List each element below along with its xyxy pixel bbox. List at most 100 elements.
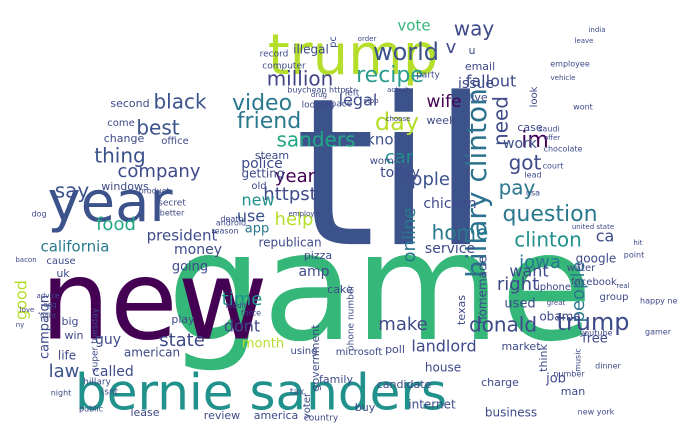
- word-car: car: [385, 147, 414, 168]
- word-used: used: [504, 297, 535, 312]
- word-free: free: [582, 332, 608, 347]
- word-point: saudi: [538, 125, 559, 134]
- word-obama: obama: [539, 310, 580, 324]
- word-president: president: [147, 227, 218, 245]
- word-hillary: hillary: [83, 378, 111, 388]
- word-job: job: [545, 372, 566, 387]
- word-public: public: [79, 405, 103, 414]
- word-uk: cause: [46, 256, 75, 267]
- word-republican: republican: [258, 236, 321, 250]
- word-night: bacon: [15, 256, 36, 264]
- word-product: death: [220, 215, 243, 224]
- word-trump-2: trump: [556, 308, 629, 336]
- word-ny: dog: [31, 210, 46, 219]
- word-facebook: facebook: [571, 277, 617, 288]
- word-sanders: sanders: [277, 128, 356, 152]
- word-money: money: [174, 242, 222, 258]
- word-egg: real: [616, 282, 629, 290]
- word-hillary-clinton: hillary clinton: [460, 88, 493, 278]
- word-best: best: [136, 116, 179, 140]
- word-fallout: look: [529, 86, 540, 107]
- word-business: business: [485, 406, 537, 420]
- word-think: think: [537, 344, 550, 372]
- word-better: product: [139, 187, 170, 196]
- word-pay: pay: [499, 176, 536, 200]
- word-charge: charge: [481, 376, 519, 389]
- word-texas: texas: [455, 295, 468, 325]
- word-right: right: [497, 274, 539, 295]
- word-legal: legal: [339, 91, 378, 110]
- word-thing: thing: [94, 144, 145, 168]
- word-black: black: [153, 90, 207, 114]
- word-work: work: [503, 136, 538, 152]
- word-til: til: [295, 55, 489, 293]
- word-lead: water: [567, 263, 596, 274]
- word-using: using: [290, 346, 317, 357]
- word-group: group: [599, 292, 628, 303]
- word-iphone: iphone: [537, 282, 571, 293]
- word-women: old: [251, 181, 266, 192]
- word-american: american: [124, 346, 180, 360]
- word-hit: great: [547, 299, 566, 307]
- word-want: want: [509, 262, 548, 281]
- word-second: pc: [328, 36, 339, 48]
- word-man: man: [561, 385, 585, 398]
- word-number: new york: [578, 408, 615, 417]
- word-play: play: [171, 313, 195, 326]
- word-phone-number: phone number: [347, 285, 357, 351]
- word-lease: lease: [130, 406, 159, 419]
- word-wont: gamer: [645, 328, 672, 337]
- word-trump: trump: [268, 23, 439, 88]
- word-poll: poll: [385, 343, 405, 356]
- word-stop: choose: [386, 115, 411, 123]
- word-going: going: [172, 260, 208, 275]
- word-look: case: [517, 121, 543, 134]
- word-online: online: [399, 208, 420, 263]
- word-day: day: [375, 108, 419, 136]
- word-u: v: [446, 37, 457, 58]
- word-employee: chocolate: [544, 145, 583, 154]
- word-clinton: clinton: [514, 228, 582, 252]
- word-reason: employer: [288, 210, 321, 218]
- word-way: way: [454, 17, 495, 41]
- word-cake: cake: [327, 283, 353, 296]
- word-love: ny: [16, 321, 25, 329]
- word-choose: offer: [544, 134, 560, 142]
- word-amp: amp: [298, 264, 329, 280]
- word-old: getting: [242, 167, 285, 181]
- word-bacon: love: [20, 306, 35, 314]
- word-im: im: [521, 128, 549, 153]
- word-food: food: [96, 214, 136, 235]
- word-new-york: united state: [572, 223, 614, 231]
- word-voter: voter: [302, 392, 313, 419]
- word-law: law: [49, 361, 80, 382]
- word-police: police: [241, 156, 283, 172]
- word-united-state: employee: [550, 60, 590, 69]
- word-win: win: [64, 329, 83, 342]
- word-case: week: [427, 114, 457, 127]
- word-say: say: [55, 179, 90, 203]
- word-happy-new: dinner: [595, 362, 621, 371]
- word-world: world: [373, 38, 439, 66]
- word-buy: buy: [355, 401, 376, 414]
- word-v: fallout: [466, 72, 517, 91]
- word-california: california: [40, 238, 109, 256]
- word-bernie-sanders: bernie sanders: [75, 364, 447, 422]
- word-ca: ca: [596, 227, 615, 246]
- word-tax: tax: [290, 388, 305, 398]
- word-government: government: [309, 324, 322, 392]
- word-looking: party: [416, 71, 440, 81]
- word-usa: lead: [524, 171, 541, 180]
- word-computer: buycheap httpst: [287, 86, 353, 95]
- word-app: app: [245, 222, 269, 237]
- word-year-2: year: [275, 166, 316, 187]
- word-time: time: [222, 289, 263, 310]
- word-friend: friend: [237, 109, 301, 134]
- word-campaign: campaign: [38, 295, 53, 359]
- word-dog: reddit: [226, 302, 247, 310]
- word-question: question: [502, 202, 597, 227]
- word-recipe: recipe: [356, 63, 424, 88]
- word-windows: windows: [101, 180, 149, 193]
- word-come: second: [110, 97, 149, 110]
- word-cause: secret: [158, 199, 186, 209]
